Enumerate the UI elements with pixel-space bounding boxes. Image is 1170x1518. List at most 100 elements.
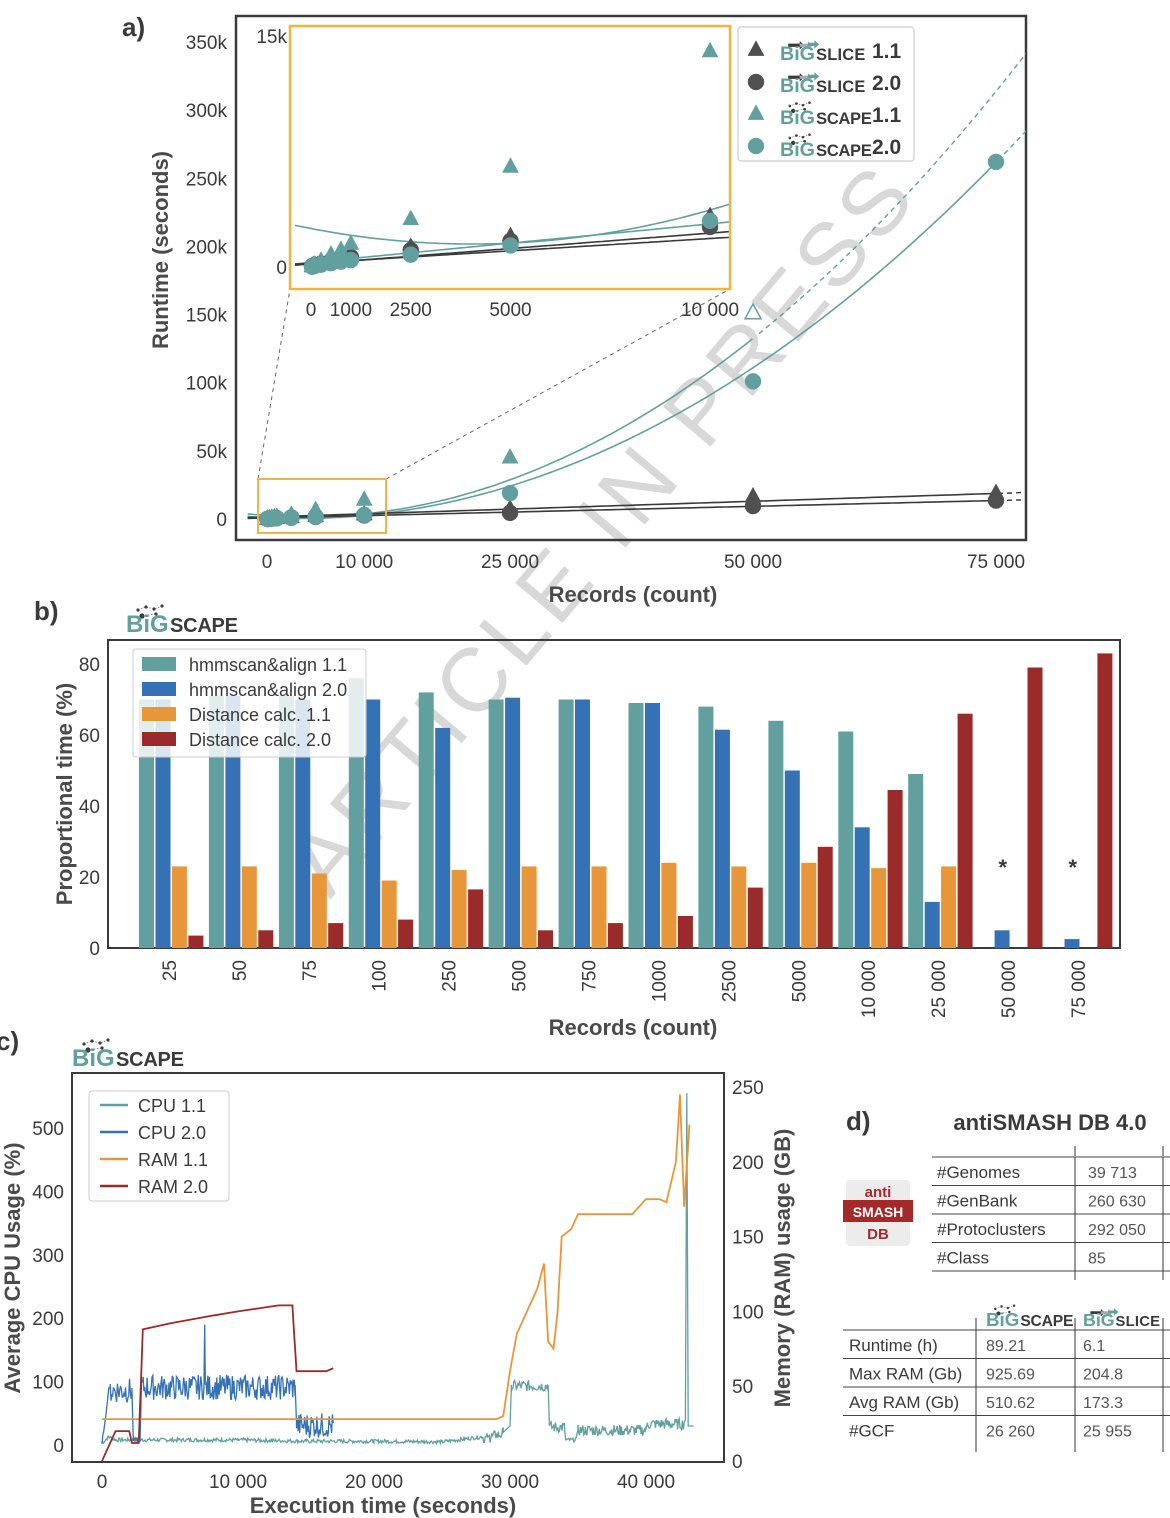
- bar-hmmscan-align-1-1: [418, 692, 434, 948]
- network-edges-icon: [789, 134, 810, 144]
- x-tick-label: 10 000: [335, 552, 393, 573]
- x-tick-label: 25: [160, 960, 181, 981]
- bar-distance-calc-2-0: [957, 713, 973, 948]
- x-tick-label: 500: [510, 960, 531, 992]
- network-dot-icon: [1008, 1310, 1011, 1314]
- bar-hmmscan-align-2-0: [854, 827, 870, 948]
- legend-label: CPU 1.1: [138, 1096, 206, 1116]
- legend-label: hmmscan&align 1.1: [189, 655, 347, 675]
- x-tick-label: 50: [230, 960, 251, 981]
- network-dot-icon: [90, 1039, 94, 1043]
- y-right-tick-label: 200: [732, 1153, 764, 1174]
- table-row-value: 260 630: [1088, 1194, 1146, 1211]
- table-cell-bigscape: 925.69: [986, 1367, 1035, 1384]
- data-point-bigscape-2-0: [268, 510, 285, 527]
- inset-y-tick-label: 0: [276, 258, 287, 279]
- bar-distance-calc-1-1: [731, 866, 747, 948]
- network-edges-icon: [137, 605, 163, 617]
- data-point-bigscape-2-0: [307, 508, 324, 526]
- bar-distance-calc-2-0: [398, 919, 414, 948]
- bar-distance-calc-2-0: [747, 887, 763, 948]
- network-dot-icon: [790, 108, 796, 114]
- x-tick-label: 750: [579, 960, 600, 992]
- legend-version: 2.0: [872, 136, 901, 159]
- bigscape-logo: BiG SCAPE: [72, 1038, 184, 1072]
- data-point-bigscape-2-0: [987, 153, 1005, 171]
- bar-distance-calc-2-0: [538, 930, 553, 949]
- network-dot-icon: [1006, 1306, 1010, 1310]
- network-dot-icon: [801, 103, 805, 107]
- x-tick-label: 10 000: [859, 960, 880, 1018]
- bar-distance-calc-1-1: [661, 862, 677, 948]
- inset-point-bigscape-1-1: [701, 41, 719, 58]
- y-tick-label: 150k: [186, 306, 228, 327]
- bar-hmmscan-align-1-1: [628, 703, 644, 948]
- bigscape-logo: BiG SCAPE: [126, 604, 238, 638]
- arrow-icon: [788, 41, 805, 50]
- bar-distance-calc-1-1: [591, 866, 607, 948]
- panel-c-lines: [101, 1093, 694, 1462]
- x-tick-label: 2500: [719, 960, 740, 1002]
- inset-x-tick-label: 1000: [330, 300, 372, 321]
- bar-distance-calc-2-0: [1027, 667, 1043, 948]
- panel-c-x-ticks: 0 10 000 20 000 30 000 40 000: [97, 1472, 675, 1493]
- x-tick-label: 40 000: [617, 1472, 675, 1493]
- bar-distance-calc-2-0: [887, 790, 903, 948]
- logo-prefix: BiG: [780, 139, 815, 161]
- bar-distance-calc-2-0: [817, 846, 833, 948]
- logo-prefix: BiG: [72, 1045, 115, 1072]
- bar-hmmscan-align-2-0: [924, 901, 940, 948]
- fit-line-bigslice-1-1-extrapolated: [998, 491, 1026, 495]
- data-point-bigscape-2-0: [501, 484, 519, 502]
- bigscape-logo: BiG SCAPE: [780, 133, 872, 161]
- bar-distance-calc-2-0: [607, 923, 623, 948]
- bar-distance-calc-1-1: [311, 873, 327, 948]
- legend-label: Distance calc. 2.0: [189, 730, 331, 750]
- network-dot-icon: [139, 613, 145, 619]
- legend-marker-bigslice: [747, 40, 765, 56]
- logo-prefix: BiG: [780, 75, 815, 97]
- legend-swatch: [142, 657, 176, 671]
- bar-hmmscan-align-2-0: [155, 699, 171, 948]
- panel-c-y-ticks: 0 100 200 300 400 500: [32, 1119, 64, 1457]
- y-tick-label: 250k: [186, 169, 228, 190]
- y-tick-label: 300k: [186, 101, 228, 122]
- legend-label: RAM 2.0: [138, 1177, 208, 1197]
- network-dot-icon: [803, 107, 806, 111]
- inset-point-bigscape-1-1: [402, 209, 420, 226]
- table-row-label: #Genomes: [937, 1163, 1020, 1182]
- bar-distance-calc-2-0: [1097, 653, 1113, 948]
- bar-distance-calc-1-1: [451, 869, 467, 948]
- network-dot-icon: [144, 605, 148, 609]
- x-tick-label: 20 000: [345, 1472, 403, 1493]
- arrow-icon: [788, 73, 805, 82]
- bar-hmmscan-align-1-1: [208, 696, 224, 948]
- inset-plot-area: [294, 41, 730, 275]
- svg-text:SMASH: SMASH: [853, 1204, 904, 1220]
- panel-a-x-label: Records (count): [549, 582, 718, 607]
- panel-c-y-label-right: Memory (RAM) usage (GB): [770, 1129, 795, 1408]
- network-dot-icon: [788, 104, 792, 108]
- panel-c-frame: [71, 1072, 725, 1463]
- data-point-bigscape-2-0: [355, 506, 373, 524]
- legend-swatch: [142, 707, 176, 721]
- bigscape-logo: BiG SCAPE: [780, 101, 872, 129]
- data-point-bigscape-2-0: [283, 509, 300, 527]
- bar-distance-calc-1-1: [801, 862, 817, 948]
- panel-b-y-label: Proportional time (%): [52, 683, 77, 905]
- legend-swatch: [142, 682, 176, 696]
- legend-label: CPU 2.0: [138, 1123, 206, 1143]
- x-tick-label: 0: [262, 552, 273, 573]
- network-dot-icon: [154, 612, 158, 616]
- table-cell-bigslice: 6.1: [1083, 1338, 1105, 1355]
- bar-hmmscan-align-2-0: [1064, 939, 1080, 948]
- line-cpu-1-1: [101, 1093, 694, 1446]
- legend-version: 1.1: [872, 104, 902, 127]
- legend-marker-bigscape: [747, 104, 765, 120]
- legend-version: 2.0: [872, 72, 901, 95]
- bar-hmmscan-align-2-0: [365, 699, 381, 948]
- network-dot-icon: [788, 136, 792, 140]
- y-tick-label: 0: [89, 939, 100, 960]
